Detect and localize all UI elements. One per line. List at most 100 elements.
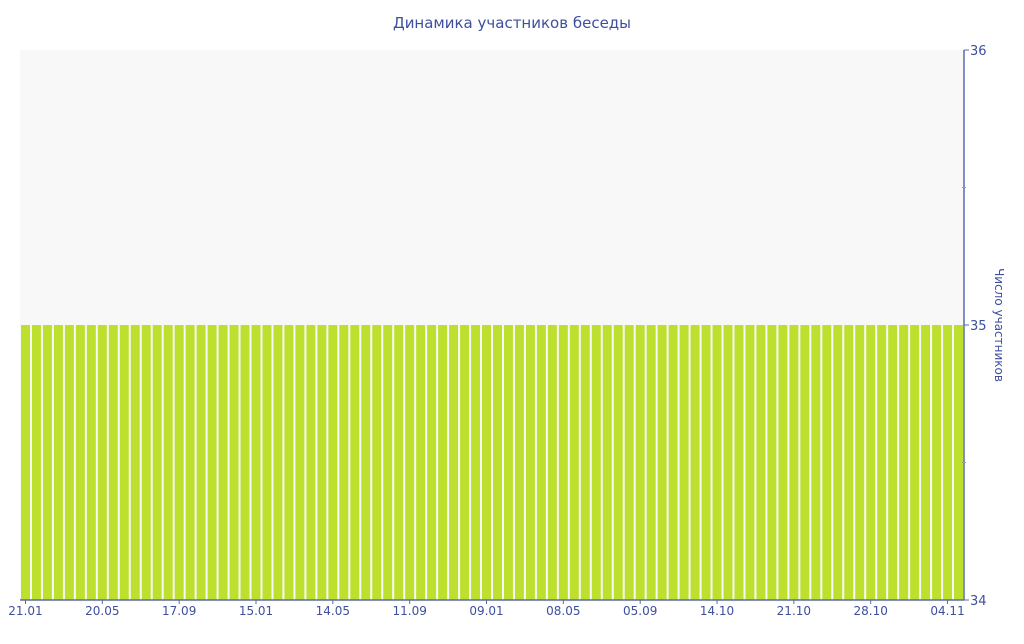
bar xyxy=(372,325,382,600)
bar xyxy=(877,325,887,600)
bar xyxy=(75,325,85,600)
y-axis-label: Число участников xyxy=(992,268,1006,382)
bar xyxy=(734,325,744,600)
bar xyxy=(657,325,667,600)
bar xyxy=(460,325,470,600)
bar xyxy=(97,325,107,600)
bar xyxy=(932,325,942,600)
bar xyxy=(427,325,437,600)
bar xyxy=(449,325,459,600)
bar xyxy=(855,325,865,600)
bar xyxy=(130,325,140,600)
bar xyxy=(756,325,766,600)
bar xyxy=(218,325,228,600)
bar xyxy=(416,325,426,600)
bar xyxy=(229,325,239,600)
x-tick-label: 20.05 xyxy=(85,604,119,618)
bar xyxy=(591,325,601,600)
bar xyxy=(811,325,821,600)
bar xyxy=(394,325,404,600)
bar xyxy=(174,325,184,600)
x-tick-label: 04.11 xyxy=(930,604,964,618)
bar xyxy=(888,325,898,600)
bar xyxy=(284,325,294,600)
bar xyxy=(723,325,733,600)
x-tick-label: 11.09 xyxy=(392,604,426,618)
bar xyxy=(800,325,810,600)
x-tick-label: 21.10 xyxy=(777,604,811,618)
x-tick-label: 09.01 xyxy=(469,604,503,618)
bar xyxy=(196,325,206,600)
bar xyxy=(273,325,283,600)
bar xyxy=(503,325,513,600)
bar xyxy=(690,325,700,600)
bar xyxy=(21,325,30,600)
x-tick-label: 14.05 xyxy=(316,604,350,618)
bar xyxy=(207,325,217,600)
bar xyxy=(624,325,634,600)
x-tick-label: 28.10 xyxy=(854,604,888,618)
chart-title: Динамика участников беседы xyxy=(393,14,631,32)
bar xyxy=(306,325,316,600)
bar xyxy=(86,325,96,600)
bar xyxy=(163,325,173,600)
bar xyxy=(547,325,557,600)
bar xyxy=(64,325,74,600)
bar xyxy=(31,325,41,600)
x-tick-label: 21.01 xyxy=(8,604,42,618)
y-tick-label: 35 xyxy=(970,319,987,334)
bar xyxy=(361,325,371,600)
bar xyxy=(438,325,448,600)
bar xyxy=(493,325,502,600)
x-ticks-group: 21.01 20.05 17.09 15.01 14.05 11.09 09.01 08.05… xyxy=(8,600,965,618)
bar xyxy=(405,325,415,600)
bar xyxy=(471,325,481,600)
bar xyxy=(668,325,678,600)
bar xyxy=(789,325,799,600)
bar xyxy=(53,325,63,600)
bar xyxy=(778,325,788,600)
bar xyxy=(525,325,535,600)
bar xyxy=(350,325,360,600)
x-tick-label: 15.01 xyxy=(239,604,273,618)
bar xyxy=(635,325,645,600)
bar xyxy=(383,325,393,600)
bar xyxy=(679,325,689,600)
bar xyxy=(119,325,129,600)
bar xyxy=(185,325,195,600)
bar xyxy=(339,325,349,600)
y-tick-label: 34 xyxy=(970,594,987,609)
bar xyxy=(580,325,590,600)
bar xyxy=(954,325,963,600)
x-tick-label: 14.10 xyxy=(700,604,734,618)
bar xyxy=(108,325,118,600)
bar xyxy=(295,325,305,600)
bar xyxy=(646,325,656,600)
bar xyxy=(701,325,711,600)
bar xyxy=(42,325,52,600)
bar xyxy=(602,325,612,600)
bar xyxy=(558,325,568,600)
bar xyxy=(745,325,755,600)
x-tick-label: 17.09 xyxy=(162,604,196,618)
bar xyxy=(899,325,909,600)
bar xyxy=(767,325,777,600)
bars-group xyxy=(21,325,963,600)
bar xyxy=(536,325,546,600)
bar xyxy=(866,325,876,600)
bar xyxy=(921,325,931,600)
bar xyxy=(833,325,843,600)
bar xyxy=(328,325,338,600)
bar xyxy=(141,325,151,600)
bar xyxy=(844,325,854,600)
bar xyxy=(613,325,623,600)
x-tick-label: 05.09 xyxy=(623,604,657,618)
bar xyxy=(251,325,261,600)
bar xyxy=(569,325,579,600)
bar xyxy=(712,325,722,600)
bar xyxy=(910,325,920,600)
bar xyxy=(152,325,162,600)
bar xyxy=(240,325,250,600)
y-ticks-group: 34 35 36 xyxy=(962,44,987,609)
